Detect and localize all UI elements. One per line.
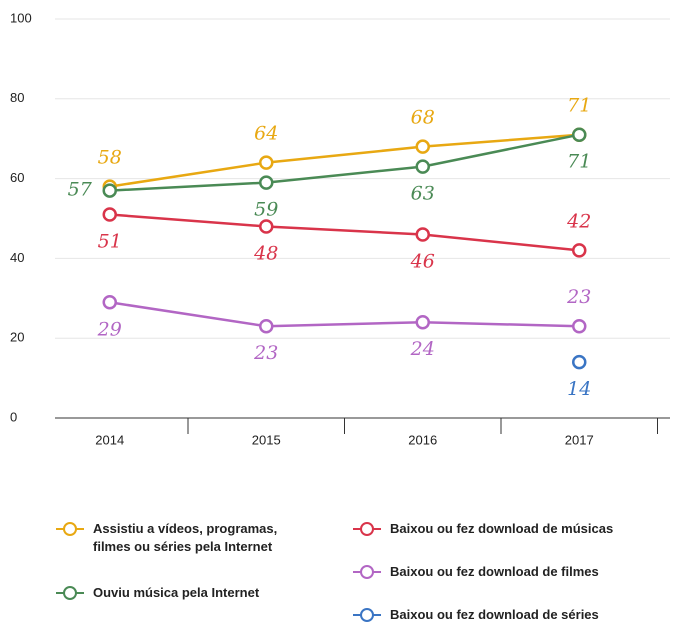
point-marker [572, 127, 587, 142]
y-tick-label: 0 [10, 409, 17, 424]
data-label: 46 [410, 250, 435, 272]
legend-swatch [353, 608, 381, 622]
data-label: 68 [411, 107, 435, 129]
legend-marker [63, 522, 77, 536]
data-label: 23 [566, 286, 591, 308]
data-label: 71 [567, 151, 591, 173]
point-marker [259, 175, 274, 190]
data-label: 63 [411, 183, 435, 205]
series-line [109, 301, 580, 328]
point-marker [102, 183, 117, 198]
data-label: 58 [98, 147, 122, 169]
data-label: 57 [68, 179, 93, 201]
chart: 0 20 40 60 80 100 2014 2015 2016 2017 58 64 68 71 57 59… [10, 10, 670, 447]
point-marker [572, 243, 587, 258]
point-marker [572, 354, 587, 370]
legend-label: Ouviu música pela Internet [93, 585, 260, 600]
x-tick-label: 2016 [408, 432, 437, 447]
point-marker [102, 207, 117, 222]
point-marker [415, 159, 430, 174]
legend-swatch [56, 586, 84, 600]
y-tick-label: 100 [10, 10, 32, 25]
y-tick-label: 80 [10, 90, 24, 105]
data-label: 64 [254, 123, 278, 145]
data-label: 29 [97, 318, 122, 340]
x-tick-label: 2015 [252, 432, 281, 447]
legend-marker [360, 565, 374, 579]
legend-item: Baixou ou fez download de filmes [352, 563, 630, 581]
point-marker [102, 295, 117, 310]
data-label: 71 [567, 95, 591, 117]
point-marker [572, 318, 587, 334]
data-label: 42 [566, 210, 591, 232]
y-tick-label: 60 [10, 170, 24, 185]
legend-label: Assistiu a vídeos, programas, filmes ou … [93, 521, 278, 554]
data-label: 24 [410, 338, 435, 360]
data-label: 59 [254, 199, 278, 221]
point-marker [259, 318, 274, 334]
point-marker [415, 139, 430, 154]
legend-marker [63, 586, 77, 600]
legend-swatch [353, 522, 381, 536]
data-label: 14 [567, 378, 591, 400]
legend-item: Assistiu a vídeos, programas, filmes ou … [55, 520, 308, 556]
series-line [109, 133, 580, 192]
y-tick-label: 40 [10, 250, 24, 265]
legend-item: Baixou ou fez download de músicas [352, 520, 630, 538]
point-marker [259, 219, 274, 234]
y-tick-label: 20 [10, 330, 24, 345]
legend-swatch [353, 565, 381, 579]
series-line [109, 133, 580, 188]
legend-item: Ouviu música pela Internet [55, 584, 333, 602]
point-marker [415, 314, 430, 330]
x-tick-label: 2017 [565, 432, 594, 447]
data-label: 51 [98, 231, 122, 253]
legend-label: Baixou ou fez download de músicas [390, 521, 614, 536]
point-marker [415, 227, 430, 242]
legend-item: Baixou ou fez download de séries [352, 606, 630, 622]
data-label: 48 [253, 242, 278, 264]
legend-label: Baixou ou fez download de filmes [390, 564, 599, 579]
data-label: 23 [253, 342, 278, 364]
x-tick-label: 2014 [95, 432, 124, 447]
legend-marker [360, 522, 374, 536]
series-line [109, 213, 580, 252]
legend-marker [360, 608, 374, 622]
point-marker [259, 155, 274, 170]
legend-label: Baixou ou fez download de séries [390, 607, 599, 622]
legend-swatch [56, 522, 84, 536]
